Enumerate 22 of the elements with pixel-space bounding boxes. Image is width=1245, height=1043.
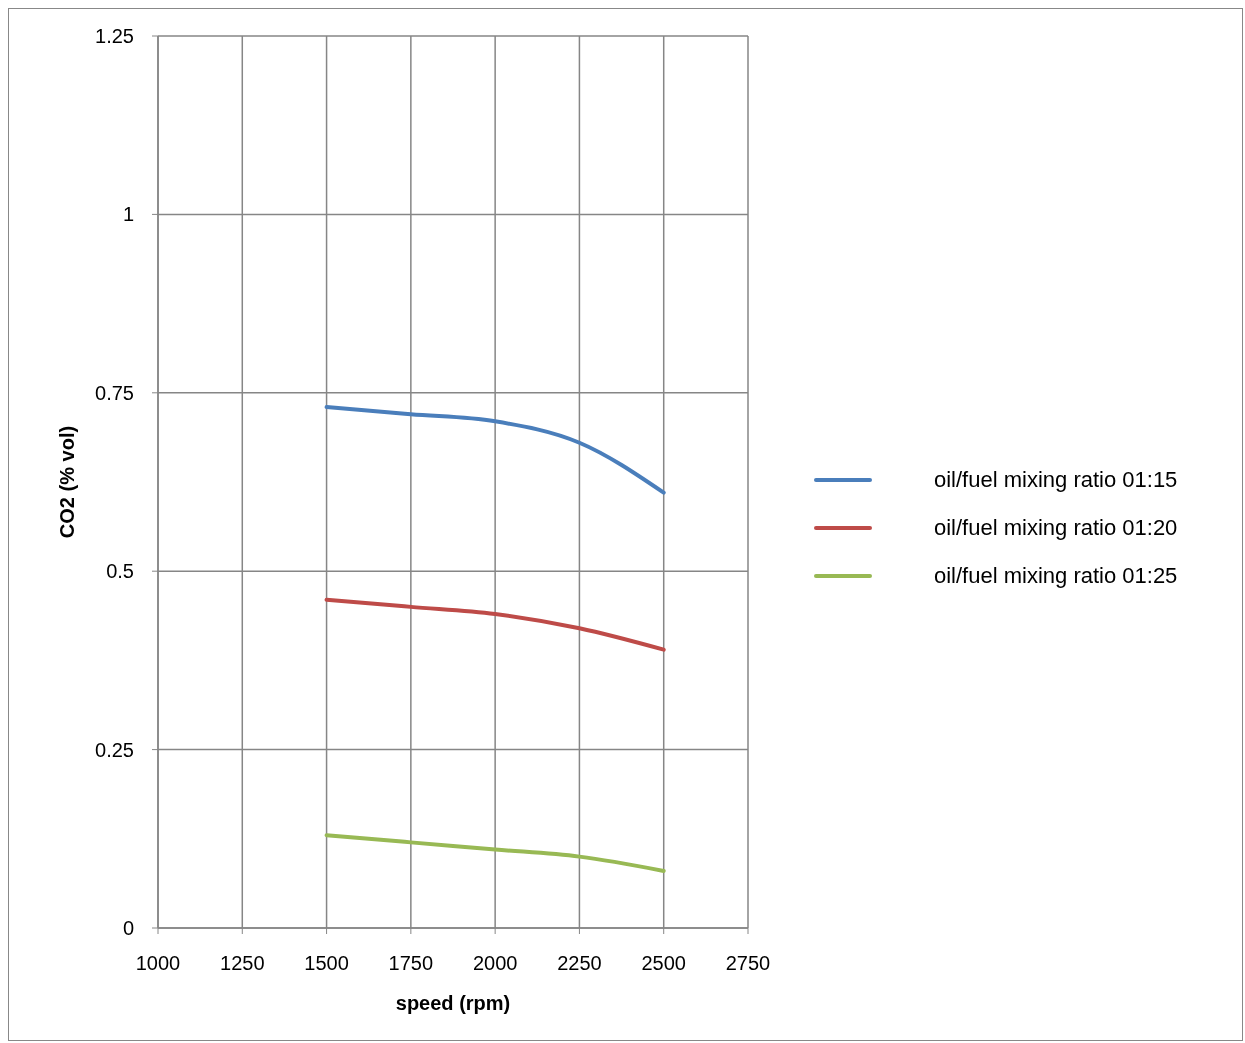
line-series	[324, 597, 666, 652]
y-tick-label: 0.25	[95, 738, 134, 761]
line-series	[324, 405, 666, 495]
x-tick-label: 2000	[472, 952, 518, 974]
x-tick-label: 2500	[641, 952, 686, 974]
x-tick-label: 1500	[304, 952, 349, 974]
y-axis-title: CO2 (% vol)	[56, 425, 78, 539]
x-tick-label: 1250	[220, 952, 265, 974]
y-tick-label: 1	[122, 203, 134, 226]
text: oil/fuel mixing ratio 01:25	[934, 563, 1178, 588]
y-tick-label: 1.25	[95, 25, 134, 47]
text: oil/fuel mixing ratio 01:15	[934, 467, 1178, 492]
y-tick-label: 0.5	[106, 560, 134, 583]
y-tick-label: 0	[122, 917, 134, 939]
x-tick-label: 2250	[557, 952, 602, 974]
y-tick-label: 0.75	[95, 381, 134, 404]
text: oil/fuel mixing ratio 01:20	[934, 515, 1178, 540]
line-series	[324, 833, 666, 873]
x-tick-label: 2750	[725, 952, 771, 974]
x-tick-label: 1000	[135, 952, 181, 974]
x-tick-label: 1750	[388, 952, 434, 974]
x-axis-title: speed (rpm)	[395, 992, 511, 1014]
